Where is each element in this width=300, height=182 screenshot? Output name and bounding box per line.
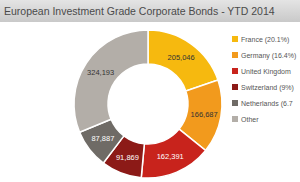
data-label: 91,869 (116, 153, 139, 162)
legend-label: Netherlands (6.7 (241, 100, 293, 108)
legend-swatch (232, 36, 238, 42)
title-banner (0, 0, 300, 22)
legend-label: Germany (16.4%) (241, 52, 296, 60)
chart: European Investment Grade Corporate Bond… (0, 0, 300, 182)
legend-swatch (232, 116, 238, 122)
legend-item: France (20.1%) (232, 36, 289, 44)
data-label: 87,887 (91, 134, 114, 143)
data-label: 205,046 (168, 53, 195, 62)
legend-item: United Kingdom (232, 68, 291, 76)
legend-item: Netherlands (6.7 (232, 100, 293, 108)
legend-swatch (232, 68, 238, 74)
data-label: 166,687 (191, 110, 218, 119)
legend-swatch (232, 52, 238, 58)
legend-swatch (232, 84, 238, 90)
data-labels: 205,046 166,687 162,391 91,869 87,887 324,193 (87, 53, 218, 162)
legend-label: France (20.1%) (241, 36, 289, 44)
title: European Investment Grade Corporate Bond… (4, 5, 275, 17)
donut (74, 30, 222, 178)
legend: France (20.1%) Germany (16.4%) United King… (232, 36, 296, 123)
legend-item: Switzerland (9%) (232, 84, 294, 92)
slice (148, 30, 218, 91)
data-label: 162,391 (157, 152, 184, 161)
legend-item: Other (232, 116, 259, 123)
slice (74, 30, 148, 132)
legend-label: United Kingdom (241, 68, 291, 76)
legend-label: Other (241, 116, 259, 123)
legend-label: Switzerland (9%) (241, 84, 294, 92)
data-label: 324,193 (87, 68, 114, 77)
legend-item: Germany (16.4%) (232, 52, 296, 60)
slice (141, 129, 205, 178)
legend-swatch (232, 100, 238, 106)
